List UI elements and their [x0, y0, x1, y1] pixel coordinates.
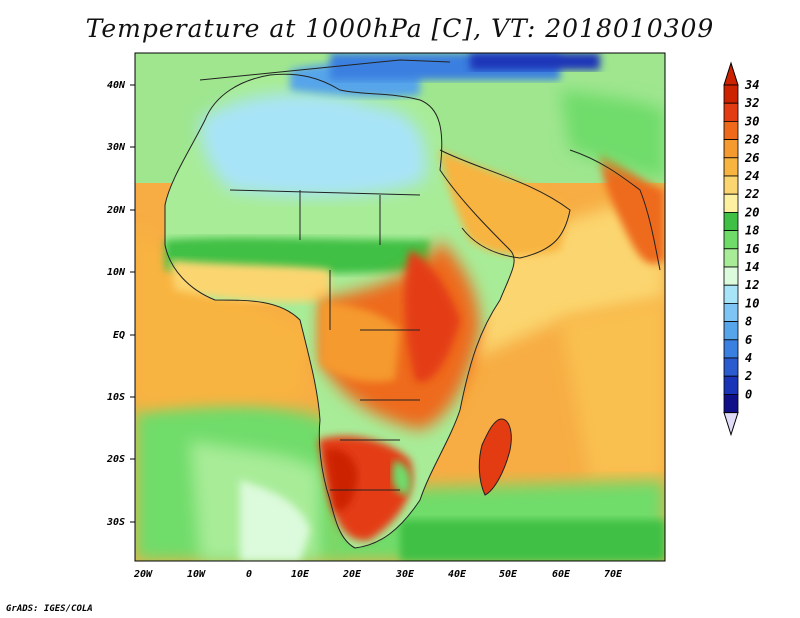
- colorbar-label: 0: [745, 387, 752, 401]
- indian-ocean-south: [560, 300, 665, 480]
- west-africa-warm: [170, 260, 330, 302]
- colorbar-top-arrow: [723, 61, 739, 86]
- colorbar-label: 8: [745, 315, 752, 329]
- colorbar-swatch: [723, 121, 739, 141]
- lat-label: 30S: [106, 517, 125, 528]
- lesotho-green: [392, 460, 412, 495]
- longitude-labels: 20W 10W 0 10E 20E 30E 40E 50E 60E 70E: [133, 569, 623, 580]
- lat-ticks: [130, 84, 135, 523]
- colorbar-label: 10: [745, 296, 759, 310]
- colorbar-swatch: [723, 357, 739, 377]
- colorbar-swatch: [723, 284, 739, 304]
- colorbar-bottom-arrow: [723, 412, 739, 437]
- colorbar-label: 34: [744, 78, 759, 92]
- lon-label: 70E: [604, 569, 623, 580]
- lon-label: 40E: [448, 569, 467, 580]
- colorbar-swatch: [723, 193, 739, 213]
- map-field: [135, 53, 665, 561]
- lon-label: 20W: [133, 569, 153, 580]
- colorbar-swatch: [723, 248, 739, 268]
- colorbar-swatch: [723, 175, 739, 195]
- arabia-warm: [440, 150, 570, 256]
- colorbar-label: 16: [745, 242, 759, 256]
- lon-label: 10E: [291, 569, 310, 580]
- colorbar-swatch: [723, 102, 739, 122]
- colorbar-swatch: [723, 139, 739, 159]
- lat-label: 40N: [107, 80, 126, 91]
- colorbar-label: 4: [745, 351, 752, 365]
- colorbar-label: 22: [744, 187, 759, 201]
- lon-label: 50E: [499, 569, 518, 580]
- colorbar-swatch: [723, 84, 739, 104]
- colorbar-label: 6: [745, 333, 752, 347]
- colorbar-label: 18: [745, 224, 759, 238]
- colorbar-swatch: [723, 302, 739, 322]
- colorbar-label: 20: [744, 205, 759, 219]
- indian-ocean-band: [470, 190, 665, 360]
- lat-label: 20N: [106, 205, 126, 216]
- page-title: Temperature at 1000hPa [C], VT: 20180103…: [85, 14, 715, 43]
- colorbar-swatch: [723, 211, 739, 231]
- colorbar-swatch: [723, 157, 739, 177]
- sahara-cool: [200, 93, 427, 197]
- southern-ocean-green: [400, 520, 665, 561]
- north-coldest: [470, 53, 600, 70]
- colorbar-label: 32: [744, 96, 759, 110]
- colorbar-label: 30: [744, 114, 759, 128]
- lat-label: 10N: [107, 267, 126, 278]
- colorbar-label: 2: [744, 369, 752, 383]
- coastlines: [164, 59, 661, 549]
- lon-label: 0: [246, 569, 252, 580]
- latitude-labels: 40N 30N 20N 10N EQ 10S 20S 30S: [106, 80, 126, 528]
- congo-warm: [320, 300, 400, 382]
- lon-label: 60E: [552, 569, 571, 580]
- colorbar-swatch: [723, 339, 739, 359]
- lat-label: EQ: [113, 330, 125, 341]
- colorbar-label: 24: [744, 169, 759, 183]
- colorbar-label: 28: [744, 133, 759, 147]
- colorbar-label: 12: [745, 278, 759, 292]
- grads-footer: GrADS: IGES/COLA: [6, 604, 93, 614]
- colorbar-label: 26: [744, 151, 759, 165]
- colorbar-swatch: [723, 321, 739, 341]
- middle-east-green: [560, 90, 665, 180]
- lat-label: 20S: [106, 454, 125, 465]
- colorbar-swatch: [723, 393, 739, 413]
- madagascar: [478, 418, 512, 496]
- lon-label: 20E: [342, 569, 362, 580]
- lon-label: 10W: [187, 569, 206, 580]
- ethiopia-kenya-hot: [404, 250, 460, 382]
- lat-label: 30N: [106, 142, 126, 153]
- colorbar-swatch: [723, 230, 739, 250]
- lat-label: 10S: [107, 392, 125, 403]
- india-warm: [600, 150, 665, 264]
- namibia-hottest: [325, 448, 358, 511]
- south-atlantic-pale: [240, 480, 310, 561]
- colorbar-swatch: [723, 266, 739, 286]
- colorbar-label: 14: [745, 260, 759, 274]
- colorbar-swatch: [723, 375, 739, 395]
- map-frame: [134, 52, 666, 562]
- lon-label: 30E: [395, 569, 415, 580]
